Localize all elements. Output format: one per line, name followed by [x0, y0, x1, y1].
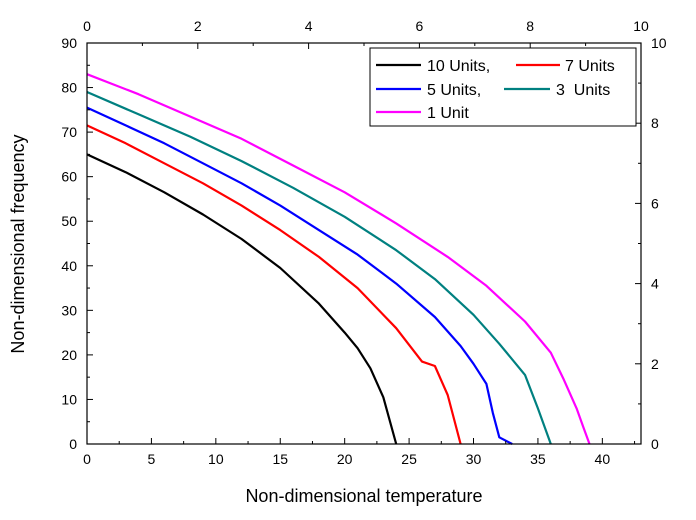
series-line-1-unit	[86, 73, 591, 445]
series-line-3-units	[86, 90, 552, 445]
x-tick-label: 40	[595, 451, 611, 467]
y-tick-label: 70	[61, 124, 77, 140]
y-tick-label: 10	[61, 391, 77, 407]
x-tick-label: 5	[148, 451, 156, 467]
series-line-7-units	[86, 124, 462, 445]
axis-ticks	[86, 42, 642, 445]
y-tick-label: 50	[61, 213, 77, 229]
legend-label-1-unit: 1 Unit	[427, 105, 469, 122]
legend-label-3-units: 3 Units	[556, 82, 610, 99]
right-tick-label: 10	[651, 35, 667, 51]
y-tick-label: 40	[61, 258, 77, 274]
top-tick-label: 10	[633, 18, 649, 34]
series-lines	[86, 73, 591, 445]
right-tick-label: 6	[651, 195, 659, 211]
legend: 10 Units, 7 Units 5 Units, 3 Units 1 Uni…	[369, 47, 637, 127]
x-tick-label: 20	[337, 451, 353, 467]
x-tick-label: 10	[208, 451, 224, 467]
y-tick-label: 90	[61, 35, 77, 51]
right-tick-label: 0	[651, 436, 659, 452]
y-tick-label: 30	[61, 302, 77, 318]
right-tick-label: 8	[651, 115, 659, 131]
x-tick-label: 0	[83, 451, 91, 467]
right-tick-label: 2	[651, 356, 659, 372]
x-tick-label: 30	[466, 451, 482, 467]
series-line-5-units	[86, 106, 513, 445]
x-tick-label: 25	[401, 451, 417, 467]
top-tick-label: 2	[194, 18, 202, 34]
x-axis-title: Non-dimensional temperature	[245, 486, 482, 506]
y-tick-label: 60	[61, 169, 77, 185]
series-line-10-units	[86, 153, 398, 445]
y-axis-title: Non-dimensional frequency	[8, 134, 28, 353]
right-tick-label: 4	[651, 276, 659, 292]
top-tick-label: 0	[83, 18, 91, 34]
top-tick-label: 4	[305, 18, 313, 34]
top-tick-label: 8	[526, 18, 534, 34]
top-tick-label: 6	[416, 18, 424, 34]
x-tick-label: 15	[272, 451, 288, 467]
legend-label-7-units: 7 Units	[565, 58, 615, 75]
legend-label-5-units: 5 Units,	[427, 82, 481, 99]
x-tick-label: 35	[530, 451, 546, 467]
y-tick-label: 0	[69, 436, 77, 452]
legend-label-10-units: 10 Units,	[427, 58, 490, 75]
y-tick-label: 80	[61, 80, 77, 96]
y-tick-label: 20	[61, 347, 77, 363]
